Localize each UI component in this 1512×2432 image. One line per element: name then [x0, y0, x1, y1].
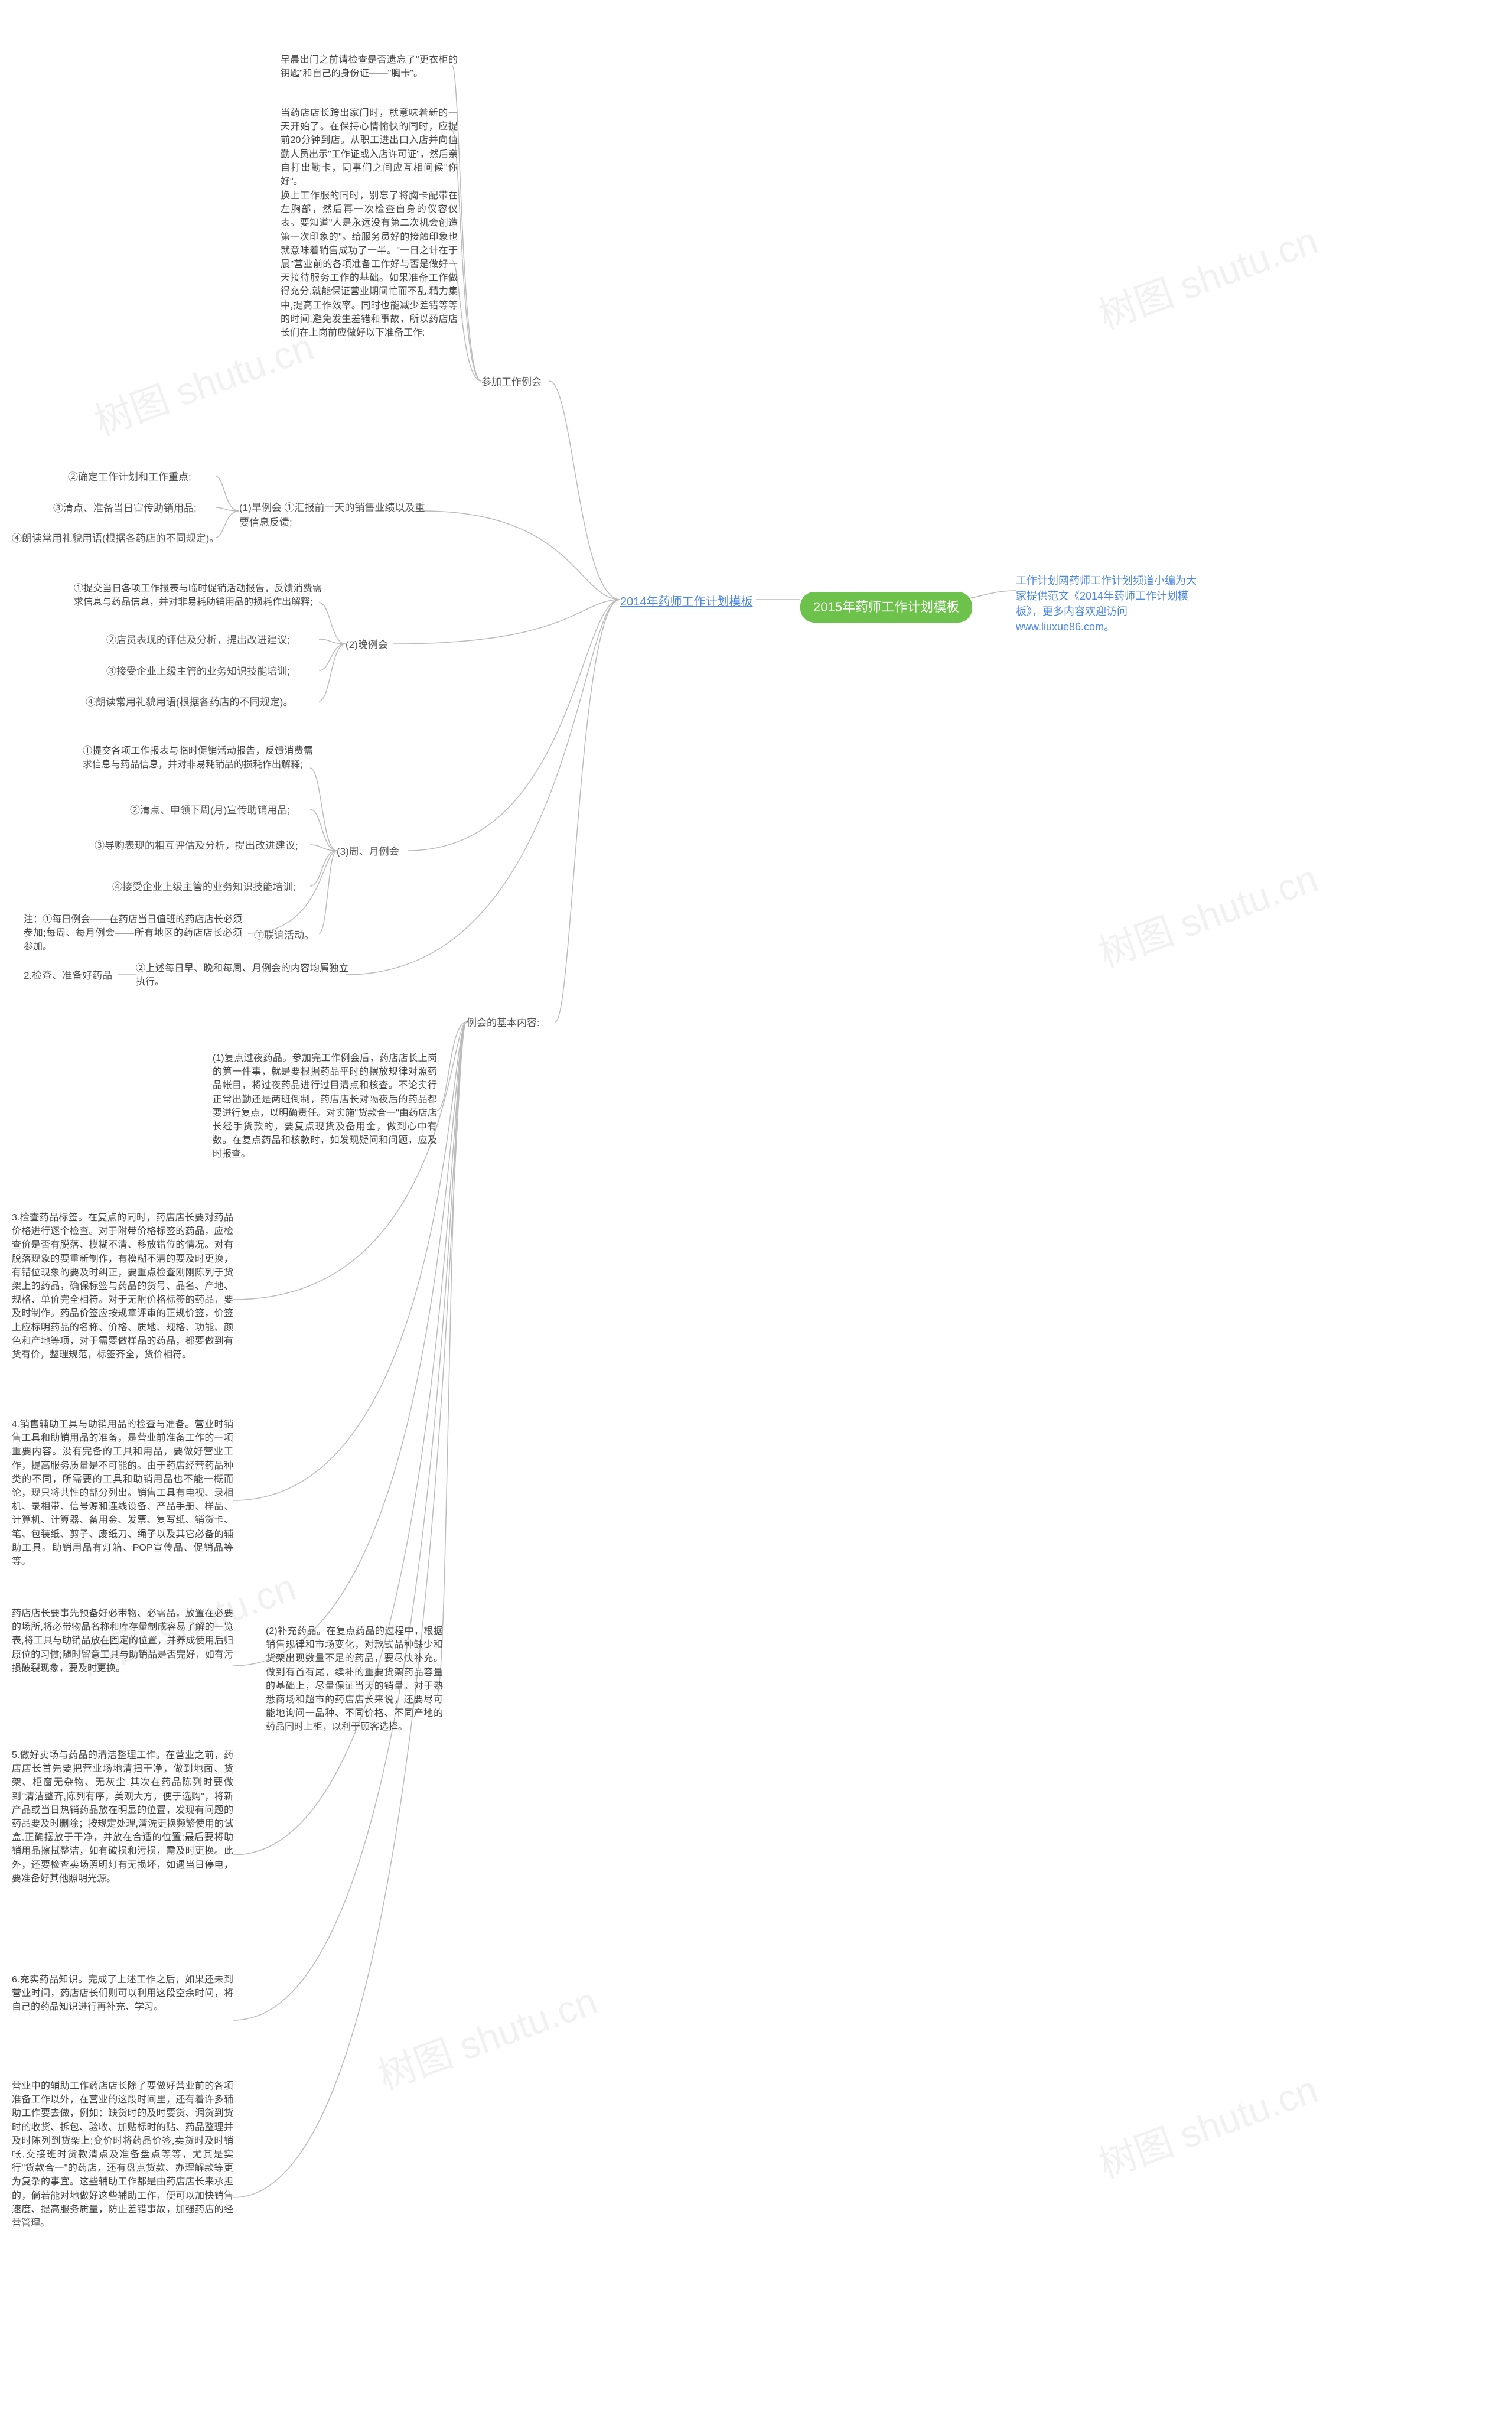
attend-item-1: 早晨出门之前请检查是否遗忘了"更衣柜的钥匙"和自己的身份证——"胸卡"。	[281, 53, 458, 80]
node-weekly-meeting[interactable]: (3)周、月例会	[337, 845, 399, 859]
basic-item-6: 6.充实药品知识。完成了上述工作之后，如果还未到营业时间，药店店长们则可以利用这…	[12, 1973, 233, 2014]
branch-2014-plan[interactable]: 2014年药师工作计划模板	[620, 594, 753, 611]
morning-item-2: ②确定工作计划和工作重点;	[68, 470, 191, 485]
branch-intro: 工作计划网药师工作计划频道小编为大家提供范文《2014年药师工作计划模板》，更多…	[1016, 573, 1199, 634]
weekly-item-3: ③导购表现的相互评估及分析，提出改进建议;	[94, 839, 298, 854]
weekly-item-sub: ①联谊活动。	[254, 929, 314, 943]
attend-item-3: 换上工作服的同时，别忘了将胸卡配带在左胸部，然后再一次检查自身的仪容仪表。要知道…	[281, 189, 458, 340]
basic-item-8: (2)补充药品。在复点药品的过程中，根据销售规律和市场变化，对款式品种缺少和货架…	[266, 1624, 443, 1734]
weekly-item-note: 注：①每日例会——在药店当日值班的药店店长必须参加;每周、每月例会——所有地区的…	[24, 913, 242, 954]
watermark: 树图 shutu.cn	[1090, 848, 1324, 978]
basic-item-1: (1)复点过夜药品。参加完工作例会后，药店店长上岗的第一件事，就是要根据药品平时…	[213, 1051, 437, 1161]
weekly-item-1: ①提交各项工作报表与临时促销活动报告，反馈消费需求信息与药品信息，并对非易耗销品…	[83, 744, 313, 771]
check-note: ②上述每日早、晚和每周、月例会的内容均属独立执行。	[136, 962, 348, 989]
watermark: 树图 shutu.cn	[370, 1971, 604, 2100]
node-morning-meeting[interactable]: (1)早例会 ①汇报前一天的销售业绩以及重要信息反馈;	[239, 501, 428, 530]
mindmap-root[interactable]: 2015年药师工作计划模板	[800, 592, 972, 623]
weekly-item-4: ④接受企业上级主管的业务知识技能培训;	[112, 880, 296, 895]
node-meeting-content[interactable]: 例会的基本内容:	[467, 1016, 540, 1031]
evening-item-3: ③接受企业上级主管的业务知识技能培训;	[106, 665, 290, 679]
weekly-item-2: ②清点、申领下周(月)宣传助销用品;	[130, 803, 290, 818]
evening-item-4: ④朗读常用礼貌用语(根据各药店的不同规定)。	[86, 695, 293, 710]
node-evening-meeting[interactable]: (2)晚例会	[346, 638, 388, 653]
morning-item-3: ③清点、准备当日宣传助销用品;	[53, 502, 197, 516]
morning-item-4: ④朗读常用礼貌用语(根据各药店的不同规定)。	[12, 532, 219, 546]
basic-item-4: 药店店长要事先预备好必带物、必需品，放置在必要的场所,将必带物品名称和库存量制成…	[12, 1607, 233, 1675]
basic-item-7: 营业中的辅助工作药店店长除了要做好营业前的各项准备工作以外，在营业的这段时间里，…	[12, 2079, 233, 2230]
evening-item-2: ②店员表现的评估及分析，提出改进建议;	[106, 633, 290, 648]
node-check-medicine[interactable]: 2.检查、准备好药品	[24, 969, 112, 984]
evening-item-1: ①提交当日各项工作报表与临时促销活动报告，反馈消费需求信息与药品信息，并对非易耗…	[74, 582, 322, 609]
attend-item-2: 当药店店长跨出家门时，就意味着新的一天开始了。在保持心情愉快的同时，应提前20分…	[281, 106, 458, 188]
basic-item-2: 3.检查药品标签。在复点的同时，药店店长要对药品价格进行逐个检查。对于附带价格标…	[12, 1211, 233, 1362]
node-attend-meeting[interactable]: 参加工作例会	[481, 375, 542, 390]
watermark: 树图 shutu.cn	[1090, 210, 1324, 340]
basic-item-5: 5.做好卖场与药品的清洁整理工作。在营业之前，药店店长首先要把营业场地清扫干净，…	[12, 1749, 233, 1886]
watermark: 树图 shutu.cn	[1090, 2059, 1324, 2189]
basic-item-3: 4.销售辅助工具与助销用品的检查与准备。营业时销售工具和助销用品的准备，是营业前…	[12, 1418, 233, 1568]
